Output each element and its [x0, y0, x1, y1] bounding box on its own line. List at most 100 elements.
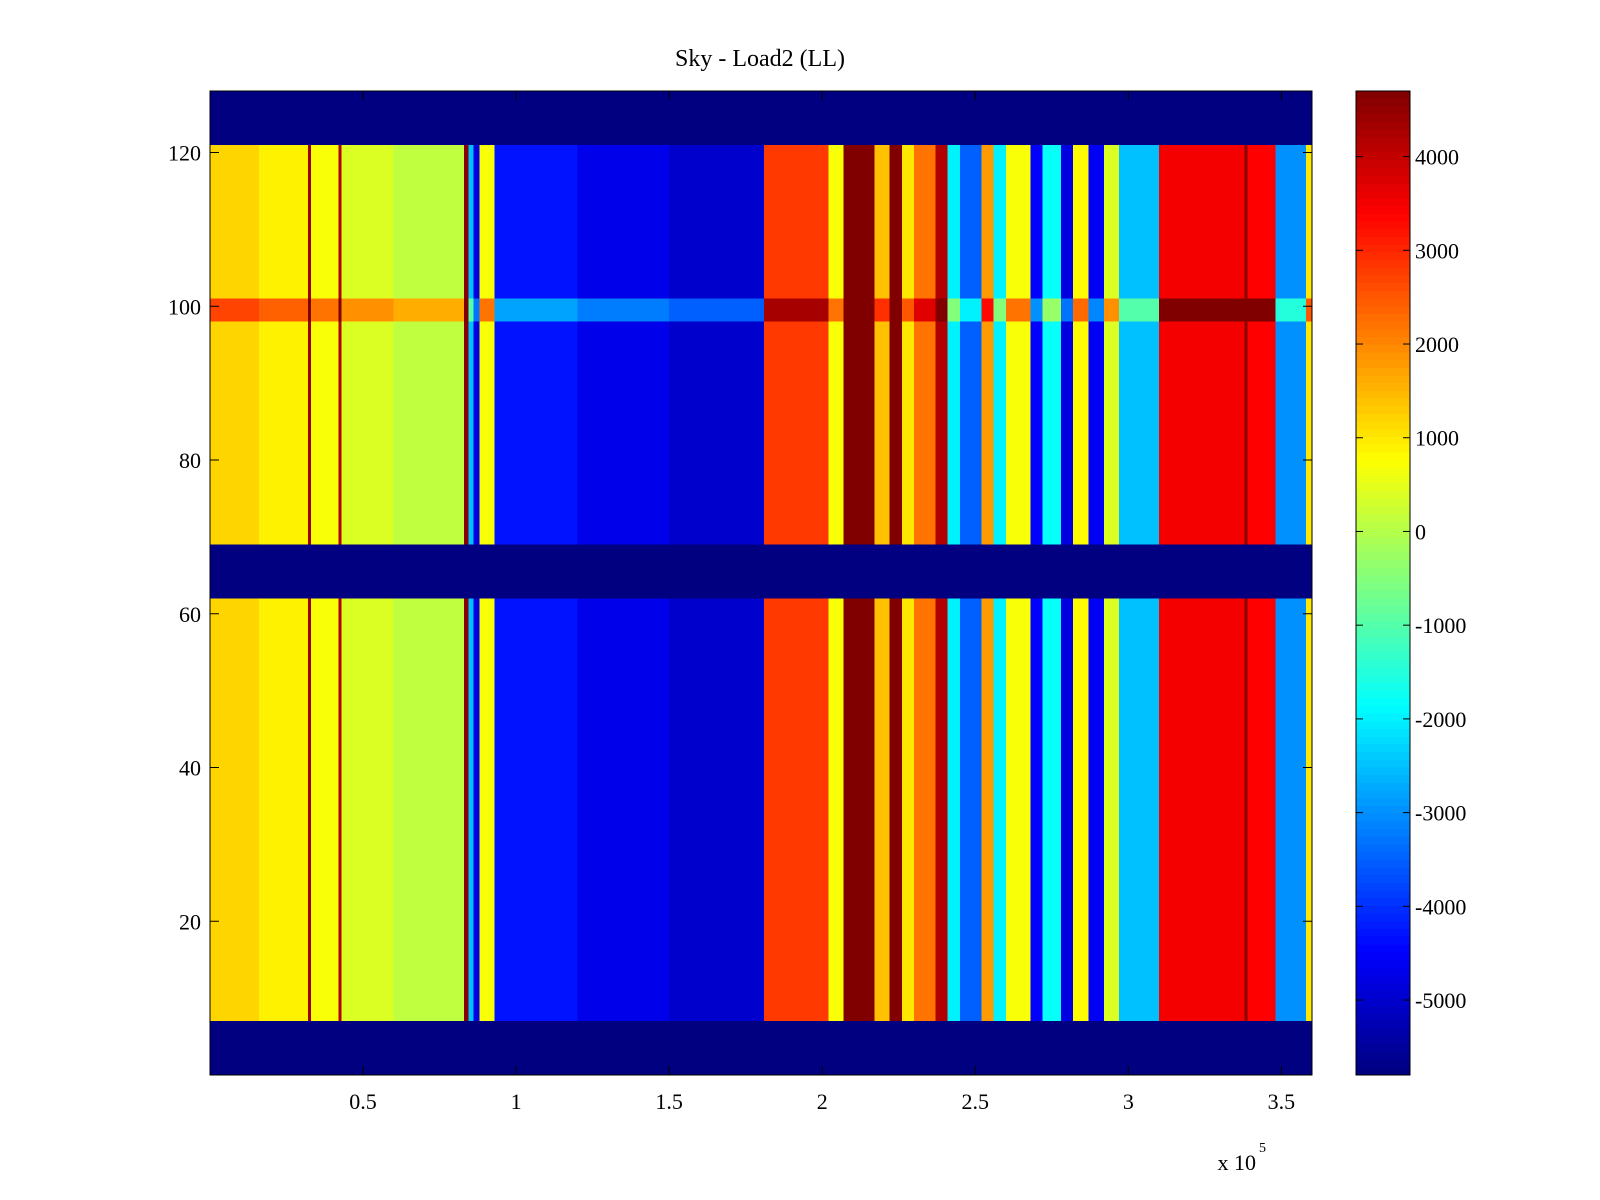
colorbar-tick-label: -1000 [1415, 613, 1466, 638]
heatmap-cell [464, 298, 469, 322]
colorbar-step [1356, 167, 1410, 177]
heatmap-cell [935, 298, 948, 322]
heatmap-cell [1030, 298, 1043, 322]
heatmap-cell [468, 321, 474, 545]
heatmap-cell [577, 298, 670, 322]
x-tick-label: 1 [511, 1089, 522, 1114]
heatmap-cell [1119, 598, 1159, 1022]
colorbar-step [1356, 767, 1410, 776]
heatmap-cell [1158, 598, 1245, 1022]
colorbar-step [1356, 682, 1410, 692]
colorbar-step [1356, 990, 1410, 999]
colorbar-step [1356, 375, 1410, 384]
colorbar-step [1356, 160, 1410, 169]
colorbar-step [1356, 698, 1410, 707]
colorbar-step [1356, 836, 1410, 845]
heatmap-cell [828, 598, 844, 1022]
colorbar-step [1356, 721, 1410, 730]
colorbar-step [1356, 613, 1410, 623]
heatmap-cell [1042, 144, 1061, 299]
colorbar-step [1356, 636, 1410, 646]
colorbar-step [1356, 729, 1410, 738]
heatmap-cell [1042, 298, 1061, 322]
heatmap-cell [1244, 598, 1248, 1022]
heatmap-cell [889, 298, 902, 322]
heatmap-cell [210, 144, 259, 299]
heatmap-cell [935, 321, 948, 545]
colorbar-step [1356, 1051, 1410, 1061]
heatmap-cell [1305, 298, 1312, 322]
colorbar-step [1356, 267, 1410, 277]
heatmap-cell [210, 321, 259, 545]
heatmap-cell [1119, 298, 1159, 322]
heatmap-cell [828, 298, 844, 322]
heatmap-cell [393, 298, 465, 322]
heatmap-cell [981, 298, 994, 322]
heatmap-cell [210, 298, 259, 322]
colorbar-step [1356, 444, 1410, 453]
colorbar-step [1356, 229, 1410, 238]
y-tick-label: 60 [179, 602, 201, 627]
heatmap-cell [311, 598, 339, 1022]
colorbar-step [1356, 1044, 1410, 1053]
heatmap-cell [258, 144, 308, 299]
colorbar-step [1356, 1036, 1410, 1045]
heatmap-cell [993, 144, 1006, 299]
heatmap-cell [258, 598, 308, 1022]
heatmap-cell [901, 144, 915, 299]
colorbar-step [1356, 313, 1410, 323]
colorbar-step [1356, 91, 1410, 100]
heatmap-cell [1060, 321, 1074, 545]
heatmap-cell [468, 298, 474, 322]
heatmap-cell [901, 298, 915, 322]
colorbar-step [1356, 490, 1410, 500]
heatmap-cell [393, 598, 465, 1022]
colorbar-step [1356, 206, 1410, 215]
heatmap-cell [959, 144, 982, 299]
heatmap-cell [341, 144, 394, 299]
colorbar-step [1356, 306, 1410, 315]
heatmap-cell [1005, 144, 1031, 299]
heatmap-cell [341, 298, 394, 322]
heatmap-cell [494, 298, 578, 322]
heatmap-cell [1305, 144, 1312, 299]
colorbar-tick-label: 0 [1415, 519, 1426, 544]
colorbar-step [1356, 852, 1410, 861]
heatmap-cell [889, 598, 902, 1022]
colorbar-step [1356, 290, 1410, 300]
colorbar-step [1356, 829, 1410, 838]
heatmap-cell [311, 321, 339, 545]
heatmap-cell [947, 598, 960, 1022]
heatmap-cell [1247, 321, 1276, 545]
heatmap-cell [981, 598, 994, 1022]
heatmap-cell [494, 144, 578, 299]
colorbar-step [1356, 198, 1410, 207]
colorbar-step [1356, 544, 1410, 553]
heatmap-cell [1275, 144, 1306, 299]
heatmap-cell [464, 144, 469, 299]
heatmap-cell [473, 321, 480, 545]
heatmap-cell [947, 298, 960, 322]
heatmap-cell [1244, 298, 1248, 322]
heatmap-cell [981, 321, 994, 545]
colorbar-step [1356, 567, 1410, 576]
x-tick-label: 0.5 [349, 1089, 377, 1114]
colorbar-step [1356, 736, 1410, 746]
colorbar-step [1356, 775, 1410, 784]
colorbar-step [1356, 975, 1410, 984]
heatmap-cell [669, 321, 765, 545]
colorbar-step [1356, 905, 1410, 915]
colorbar-step [1356, 429, 1410, 438]
heatmap-cell [494, 598, 578, 1022]
colorbar-step [1356, 798, 1410, 807]
heatmap-cell [764, 298, 829, 322]
heatmap-cell [1073, 598, 1089, 1022]
heatmap-cell [1060, 598, 1074, 1022]
colorbar-step [1356, 436, 1410, 446]
heatmap-cell [577, 144, 670, 299]
x-axis-multiplier-exponent: 5 [1259, 1141, 1266, 1156]
colorbar-step [1356, 383, 1410, 392]
colorbar-step [1356, 244, 1410, 254]
plot-area [210, 91, 1312, 1075]
heatmap-cell [1119, 321, 1159, 545]
